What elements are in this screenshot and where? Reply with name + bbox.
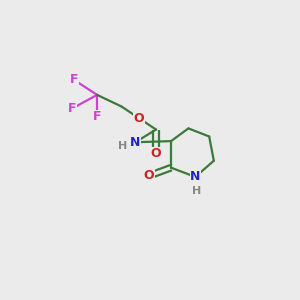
Text: N: N	[190, 170, 200, 183]
Text: O: O	[144, 169, 154, 182]
Text: O: O	[134, 112, 144, 124]
Text: N: N	[130, 136, 140, 149]
Text: O: O	[151, 147, 161, 160]
Text: F: F	[93, 110, 101, 123]
Text: H: H	[118, 141, 127, 152]
Text: F: F	[70, 74, 78, 86]
Text: F: F	[68, 102, 76, 115]
Text: H: H	[192, 186, 201, 196]
